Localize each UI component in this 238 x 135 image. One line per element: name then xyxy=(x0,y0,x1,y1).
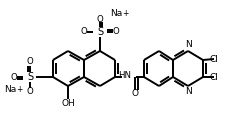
Text: O: O xyxy=(11,72,17,82)
Text: OH: OH xyxy=(61,99,75,109)
Text: +: + xyxy=(122,9,128,18)
Text: Cl: Cl xyxy=(209,55,218,63)
Text: O: O xyxy=(113,28,119,36)
Text: O: O xyxy=(27,58,33,67)
Text: +: + xyxy=(16,85,22,94)
Text: O: O xyxy=(81,28,87,36)
Text: S: S xyxy=(97,27,103,37)
Text: S: S xyxy=(27,72,33,82)
Text: Cl: Cl xyxy=(209,72,218,82)
Text: O: O xyxy=(132,90,139,99)
Text: Na: Na xyxy=(110,9,122,18)
Text: N: N xyxy=(185,87,191,96)
Text: HN: HN xyxy=(119,72,132,80)
Text: O: O xyxy=(27,87,33,97)
Text: O: O xyxy=(97,14,103,23)
Text: N: N xyxy=(185,40,191,49)
Text: Na: Na xyxy=(4,85,16,94)
